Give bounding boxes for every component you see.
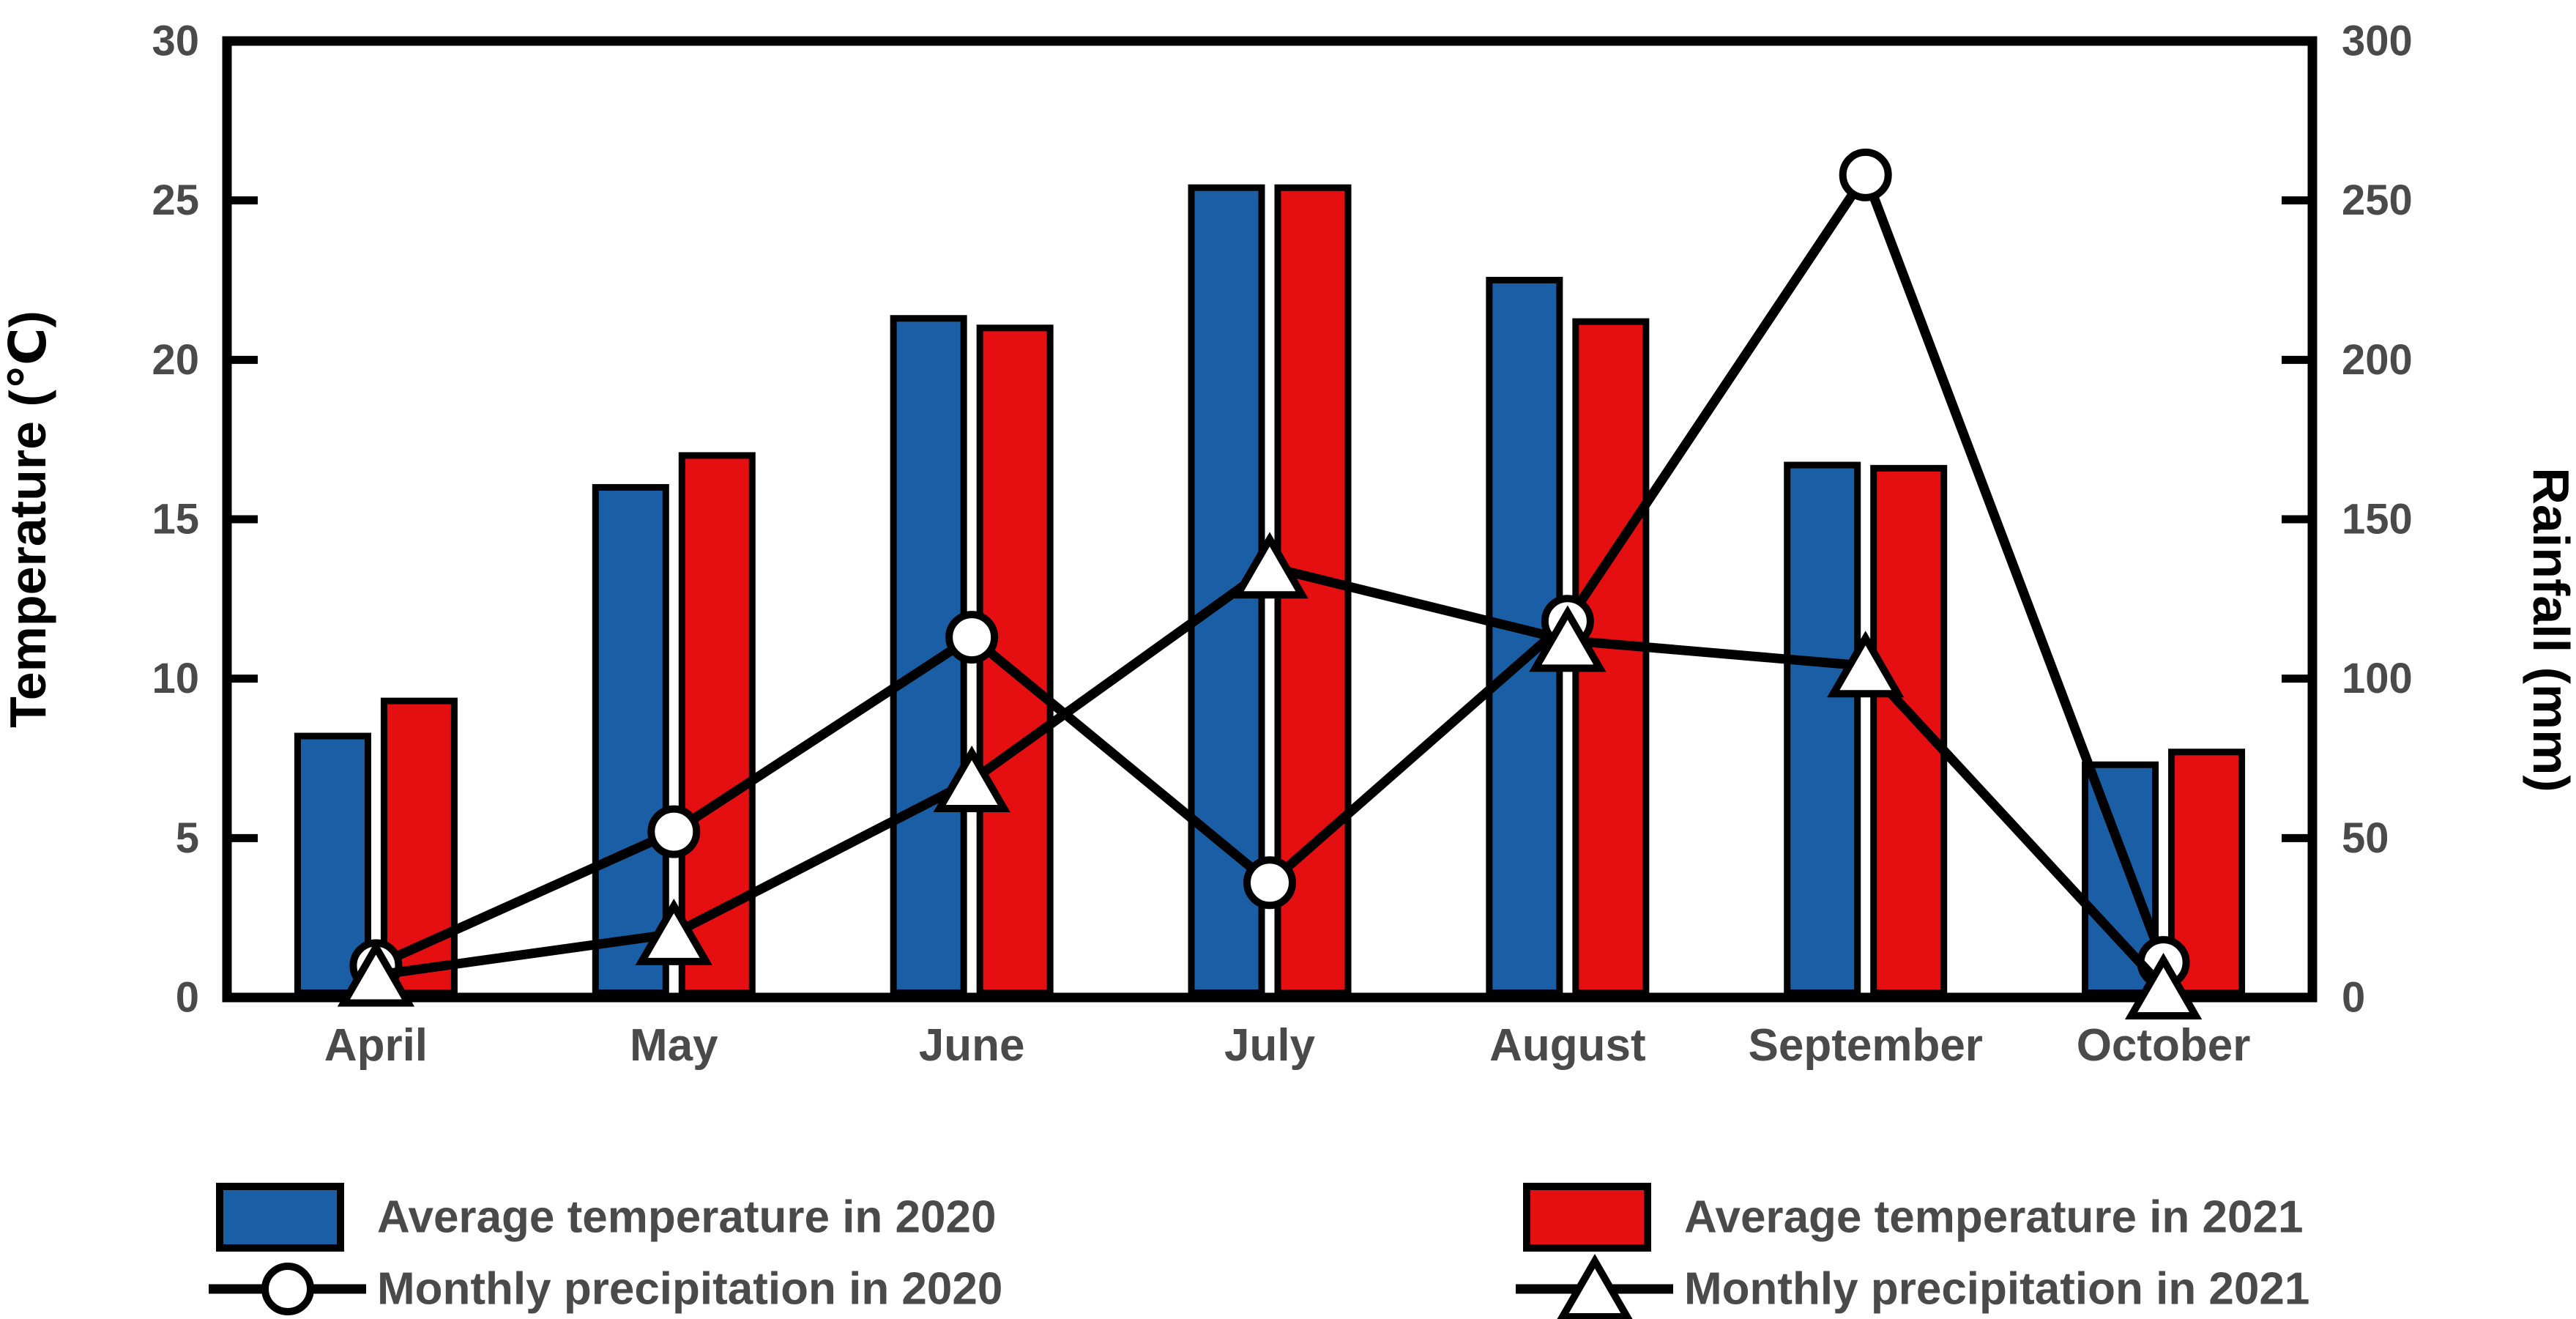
x-axis-label-july: July <box>1224 1020 1316 1071</box>
marker-triangle-april <box>337 940 415 1007</box>
x-axis-label-april: April <box>324 1020 428 1071</box>
left-axis-tick-label: 30 <box>152 18 199 65</box>
right-axis-tick-label: 50 <box>2342 814 2389 862</box>
bar-2021-september <box>1870 464 1948 996</box>
right-axis-tick-label: 150 <box>2342 496 2413 543</box>
marker-circle-september <box>1839 148 1892 201</box>
marker-triangle-june <box>933 745 1010 812</box>
left-axis-tick-label: 0 <box>176 974 199 1022</box>
left-axis-tick-label: 15 <box>152 496 199 543</box>
marker-triangle-july <box>1231 532 1309 599</box>
right-axis-tick-label: 100 <box>2342 655 2413 702</box>
bar-2020-may <box>592 483 669 996</box>
legend-label-1: Average temperature in 2021 <box>1684 1192 2303 1243</box>
right-axis-title: Rainfall (mm) <box>2523 467 2576 792</box>
marker-triangle-may <box>635 898 712 965</box>
marker-circle-july <box>1243 856 1296 910</box>
x-axis-label-august: August <box>1489 1020 1646 1071</box>
marker-circle-june <box>945 611 999 664</box>
bar-2021-october <box>2168 748 2246 996</box>
legend-triangle-marker <box>1557 1254 1633 1319</box>
left-axis-title: Temperature (℃) <box>0 311 56 728</box>
left-axis-tick-label: 10 <box>152 655 199 702</box>
marker-triangle-september <box>1827 631 1905 698</box>
bar-2020-september <box>1784 461 1861 996</box>
legend-label-2: Monthly precipitation in 2020 <box>377 1264 1002 1315</box>
bar-2021-june <box>976 324 1054 996</box>
right-axis-tick-label: 0 <box>2342 974 2365 1022</box>
left-axis-tick-label: 25 <box>152 177 199 224</box>
x-axis-label-october: October <box>2077 1020 2251 1071</box>
right-axis-tick-label: 300 <box>2342 18 2413 65</box>
marker-triangle-october <box>2124 952 2203 1019</box>
right-axis-tick-label: 250 <box>2342 177 2413 224</box>
marker-triangle-august <box>1529 605 1607 672</box>
x-axis-label-june: June <box>919 1020 1025 1071</box>
legend-label-0: Average temperature in 2020 <box>377 1192 996 1243</box>
bar-2021-may <box>678 452 756 996</box>
marker-circle-may <box>647 805 701 858</box>
right-axis-tick-label: 200 <box>2342 336 2413 384</box>
left-axis-tick-label: 20 <box>152 336 199 384</box>
left-axis-tick-label: 5 <box>176 814 199 862</box>
x-axis-label-may: May <box>630 1020 718 1071</box>
legend-swatch-red <box>1523 1183 1651 1252</box>
legend-swatch-blue <box>216 1183 344 1252</box>
x-axis-label-september: September <box>1748 1020 1982 1071</box>
legend-circle-marker <box>261 1263 314 1315</box>
legend-label-3: Monthly precipitation in 2021 <box>1684 1264 2309 1315</box>
